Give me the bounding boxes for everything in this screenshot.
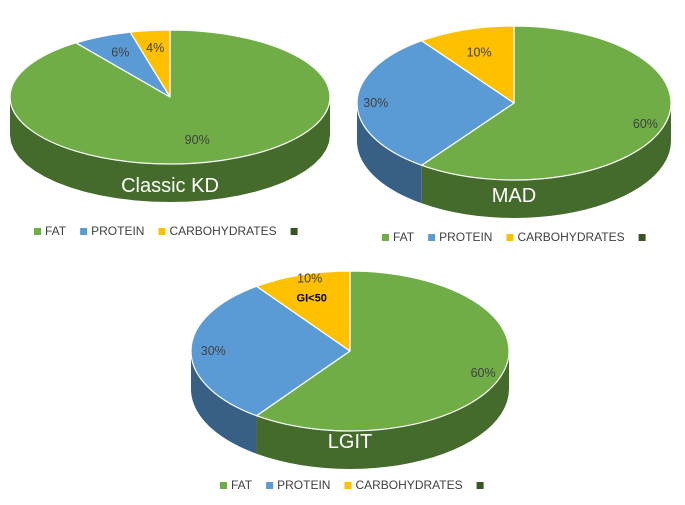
lgit-pie-chart: LGIT 60% 30% 10% GI<50 FAT PROTEIN CARBOHYDRATE…	[190, 270, 510, 492]
classic-kd-legend: FAT PROTEIN CARBOHYDRATES	[34, 224, 298, 238]
mad-legend-label-protein: PROTEIN	[439, 230, 492, 244]
mad-fat-side	[421, 103, 671, 218]
lgit-legend-swatch-fat	[220, 482, 227, 489]
mad-legend-label-carbohydrates: CARBOHYDRATES	[517, 230, 624, 244]
mad-carbohydrates-slice	[421, 25, 515, 104]
classic-kd-legend-swatch-unlabeled	[290, 228, 298, 235]
classic-kd-legend-swatch-carbohydrates	[158, 228, 166, 235]
classic-kd-carbohydrates-slice	[129, 29, 171, 98]
lgit-carbohydrates-slice	[255, 270, 351, 352]
mad-legend: FAT PROTEIN CARBOHYDRATES	[382, 230, 646, 244]
classic-kd-legend-label-carbohydrates: CARBOHYDRATES	[169, 224, 276, 238]
mad-legend-swatch-unlabeled	[638, 234, 646, 241]
mad-legend-swatch-fat	[382, 234, 389, 241]
lgit-fat-side	[256, 351, 509, 469]
lgit-carbohydrates-data-label: 10%	[297, 272, 322, 286]
mad-fat-data-label: 60%	[633, 117, 658, 131]
mad-legend-swatch-protein	[428, 234, 436, 241]
mad-protein-side	[357, 103, 422, 204]
lgit-legend-swatch-protein	[266, 482, 274, 489]
lgit-legend-label-carbohydrates: CARBOHYDRATES	[355, 478, 462, 492]
lgit-legend: FAT PROTEIN CARBOHYDRATES	[220, 478, 484, 492]
classic-kd-fat-side	[10, 97, 330, 202]
lgit-fat-slice	[255, 270, 510, 432]
classic-kd-pie-chart: Classic KD 90% 6% 4% FAT PROTEIN CARBOHYDRATES	[9, 29, 331, 238]
lgit-legend-label-protein: PROTEIN	[277, 478, 330, 492]
lgit-legend-label-fat: FAT	[231, 478, 253, 492]
mad-chart-title: MAD	[492, 185, 536, 207]
lgit-legend-swatch-unlabeled	[476, 482, 484, 489]
lgit-protein-side	[191, 351, 257, 454]
classic-kd-chart-title: Classic KD	[121, 175, 219, 197]
lgit-fat-data-label: 60%	[471, 366, 496, 380]
mad-protein-data-label: 30%	[363, 96, 388, 110]
lgit-chart-title: LGIT	[328, 431, 372, 453]
classic-kd-legend-label-protein: PROTEIN	[91, 224, 144, 238]
mad-pie-chart: MAD 60% 30% 10% FAT PROTEIN CARBOHYDRATES	[356, 25, 672, 244]
mad-carbohydrates-data-label: 10%	[467, 45, 492, 59]
mad-protein-slice	[356, 40, 515, 166]
classic-kd-legend-swatch-protein	[80, 228, 88, 235]
classic-kd-fat-data-label: 90%	[185, 133, 210, 147]
mad-fat-slice	[421, 25, 672, 181]
classic-kd-legend-swatch-fat	[34, 228, 41, 235]
classic-kd-carbohydrates-data-label: 4%	[146, 41, 164, 55]
classic-kd-protein-data-label: 6%	[111, 46, 129, 60]
lgit-annotation: GI<50	[297, 293, 327, 305]
mad-legend-label-fat: FAT	[393, 230, 415, 244]
lgit-legend-swatch-carbohydrates	[344, 482, 352, 489]
lgit-protein-data-label: 30%	[201, 344, 226, 358]
lgit-protein-slice	[190, 285, 351, 417]
mad-legend-swatch-carbohydrates	[506, 234, 514, 241]
classic-kd-legend-label-fat: FAT	[45, 224, 67, 238]
